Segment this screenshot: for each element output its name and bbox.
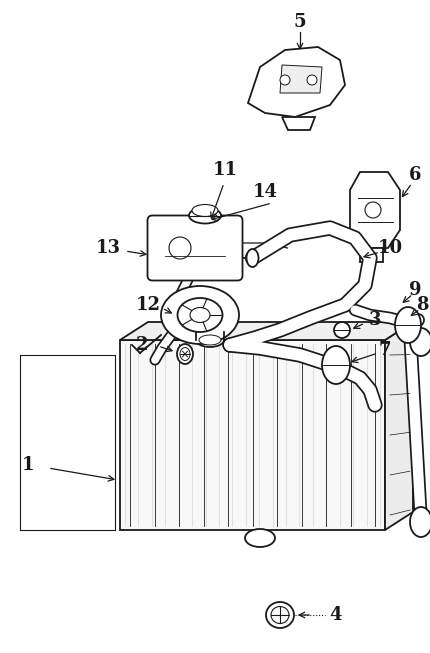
Polygon shape: [280, 65, 322, 93]
Polygon shape: [120, 340, 385, 530]
Ellipse shape: [189, 208, 221, 223]
Ellipse shape: [161, 286, 239, 344]
Ellipse shape: [271, 607, 289, 624]
Text: 7: 7: [379, 341, 391, 359]
Text: 10: 10: [378, 239, 402, 257]
Polygon shape: [120, 322, 413, 340]
Ellipse shape: [246, 249, 258, 267]
Ellipse shape: [322, 346, 350, 384]
Ellipse shape: [177, 344, 193, 364]
Circle shape: [365, 202, 381, 218]
Text: 4: 4: [329, 606, 341, 624]
Ellipse shape: [180, 347, 190, 360]
Polygon shape: [350, 172, 400, 248]
Polygon shape: [360, 248, 383, 262]
Text: 2: 2: [136, 336, 148, 354]
Text: 1: 1: [22, 456, 34, 474]
Text: 9: 9: [409, 281, 421, 299]
Ellipse shape: [266, 602, 294, 628]
Text: 5: 5: [294, 13, 306, 31]
Ellipse shape: [395, 307, 421, 343]
Text: 12: 12: [135, 296, 160, 314]
Ellipse shape: [196, 333, 224, 347]
Text: 14: 14: [252, 183, 277, 201]
Ellipse shape: [178, 298, 222, 332]
Polygon shape: [385, 322, 413, 530]
Polygon shape: [282, 117, 315, 130]
Text: 13: 13: [95, 239, 120, 257]
Ellipse shape: [245, 529, 275, 547]
Ellipse shape: [410, 328, 430, 356]
Circle shape: [280, 75, 290, 85]
Ellipse shape: [192, 204, 218, 217]
Circle shape: [334, 322, 350, 338]
Polygon shape: [248, 47, 345, 117]
Ellipse shape: [169, 237, 191, 259]
Ellipse shape: [410, 507, 430, 537]
Circle shape: [307, 75, 317, 85]
Text: 8: 8: [416, 296, 428, 314]
Text: 6: 6: [409, 166, 421, 184]
FancyBboxPatch shape: [147, 215, 243, 281]
Ellipse shape: [190, 308, 210, 323]
Ellipse shape: [199, 335, 221, 345]
Text: 3: 3: [369, 311, 381, 329]
Text: 11: 11: [212, 161, 237, 179]
